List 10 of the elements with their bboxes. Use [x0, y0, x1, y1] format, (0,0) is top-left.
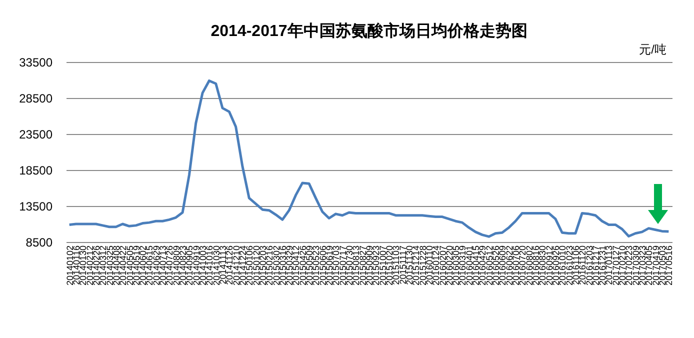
- line-series: [68, 79, 670, 238]
- y-axis-title: 元/吨: [639, 42, 666, 56]
- y-tick-label: 8500: [26, 236, 53, 250]
- y-tick-label: 13500: [19, 200, 53, 214]
- chart-title: 2014-2017年中国苏氨酸市场日均价格走势图: [210, 22, 528, 40]
- x-tick-label: 20170516: [664, 246, 674, 286]
- y-tick-label: 28500: [19, 92, 53, 106]
- y-tick-label: 23500: [19, 128, 53, 142]
- y-tick-label: 33500: [19, 56, 53, 70]
- y-tick-label: 18500: [19, 164, 53, 178]
